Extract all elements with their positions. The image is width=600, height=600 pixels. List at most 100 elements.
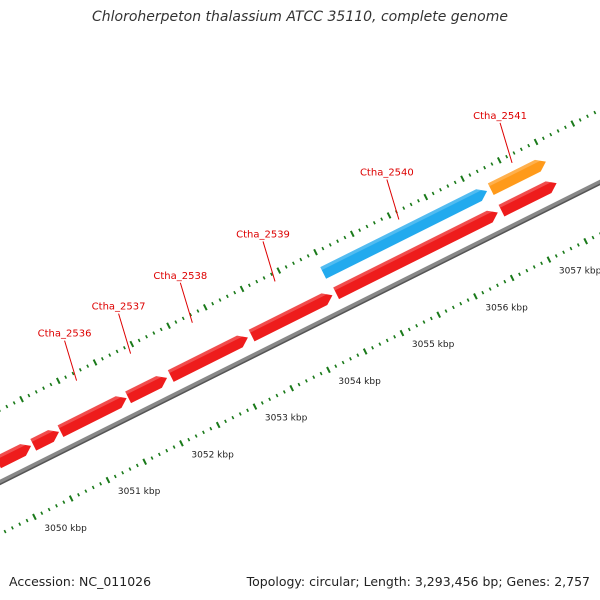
inner-tick <box>105 476 111 484</box>
kbp-label: 3051 kbp <box>118 487 161 497</box>
gene-arrow <box>498 181 557 217</box>
outer-tick <box>593 110 597 115</box>
gene-arrow-highlight <box>498 181 552 208</box>
inner-tick <box>481 290 485 295</box>
outer-tick <box>409 202 413 207</box>
inner-tick <box>121 470 125 475</box>
outer-tick <box>239 285 245 293</box>
outer-tick <box>78 368 82 372</box>
inner-tick <box>436 311 442 319</box>
inner-tick <box>466 298 470 302</box>
inner-tick <box>444 309 448 313</box>
gene-arrow <box>125 376 168 404</box>
outer-tick <box>276 267 282 274</box>
inner-tick <box>91 485 95 490</box>
outer-tick <box>365 224 369 229</box>
map-title: Chloroherpeton thalassium ATCC 35110, co… <box>92 9 508 25</box>
outer-tick <box>386 212 392 219</box>
inner-tick <box>150 456 154 460</box>
outer-tick <box>423 193 429 201</box>
inner-tick <box>362 348 368 355</box>
outer-tick <box>152 331 156 335</box>
inner-tick <box>84 489 88 493</box>
inner-tick <box>312 375 316 380</box>
outer-tick <box>328 243 332 247</box>
outer-tick <box>372 221 376 225</box>
inner-tick <box>3 529 7 534</box>
outer-tick <box>336 239 340 243</box>
outer-tick <box>533 138 539 146</box>
inner-tick <box>252 403 258 410</box>
inner-tick <box>576 243 580 247</box>
gene-arrow <box>0 444 32 469</box>
gene-arrow <box>167 335 248 382</box>
inner-tick <box>473 293 478 300</box>
outer-tick <box>343 235 347 240</box>
kbp-label: 3055 kbp <box>412 340 455 350</box>
outer-tick <box>505 154 509 159</box>
gene-arrow <box>57 396 127 437</box>
kbp-label: 3052 kbp <box>191 450 234 460</box>
outer-tick <box>247 283 251 288</box>
outer-tick <box>321 246 325 251</box>
outer-tick <box>417 198 420 203</box>
outer-tick <box>123 345 126 350</box>
outer-tick <box>159 327 163 332</box>
gene-arrow-body <box>320 189 488 279</box>
outer-tick <box>468 173 472 177</box>
outer-tick <box>19 395 24 403</box>
outer-tick <box>556 129 560 133</box>
inner-tick <box>341 360 345 365</box>
inner-tick <box>209 426 213 431</box>
gene-label: Ctha_2539 <box>236 229 290 240</box>
inner-tick <box>525 268 529 273</box>
inner-tick <box>275 393 279 398</box>
inner-tick <box>187 437 191 442</box>
inner-tick <box>488 287 492 291</box>
gene-arrow-body <box>30 430 60 451</box>
inner-tick <box>260 401 264 405</box>
outer-tick <box>108 353 112 357</box>
outer-tick <box>453 180 457 185</box>
inner-tick <box>429 316 433 321</box>
inner-tick <box>135 463 139 468</box>
inner-tick <box>532 265 536 269</box>
inner-tick <box>562 250 566 255</box>
outer-tick <box>490 162 494 166</box>
outer-tick <box>262 276 266 280</box>
gene-arrow-highlight <box>320 189 482 271</box>
outer-tick <box>137 338 141 343</box>
inner-tick <box>583 237 589 245</box>
kbp-label: 3053 kbp <box>265 414 308 424</box>
outer-tick <box>431 191 435 196</box>
inner-tick <box>68 495 74 502</box>
outer-tick <box>475 169 479 174</box>
outer-tick <box>512 151 516 155</box>
outer-tick <box>255 279 259 284</box>
inner-tick <box>554 254 558 258</box>
inner-tick <box>540 261 544 266</box>
outer-tick <box>292 261 295 266</box>
inner-tick <box>202 430 205 435</box>
inner-tick <box>113 474 117 479</box>
inner-tick <box>289 384 295 392</box>
gene-label: Ctha_2536 <box>38 329 92 340</box>
inner-tick <box>304 379 308 383</box>
outer-tick <box>306 254 310 258</box>
outer-tick <box>49 382 53 387</box>
gene-label-leader <box>118 313 132 354</box>
outer-tick <box>64 375 68 379</box>
gene-label-leader <box>386 179 400 220</box>
outer-tick <box>358 228 362 232</box>
outer-tick <box>519 147 523 152</box>
inner-tick <box>231 415 235 420</box>
inner-tick <box>546 256 552 263</box>
inner-tick <box>282 390 286 394</box>
gene-arrow-highlight <box>57 396 122 429</box>
gene-label-leader <box>262 241 276 282</box>
outer-tick <box>202 304 208 311</box>
inner-tick <box>503 279 507 284</box>
outer-tick <box>270 272 273 277</box>
